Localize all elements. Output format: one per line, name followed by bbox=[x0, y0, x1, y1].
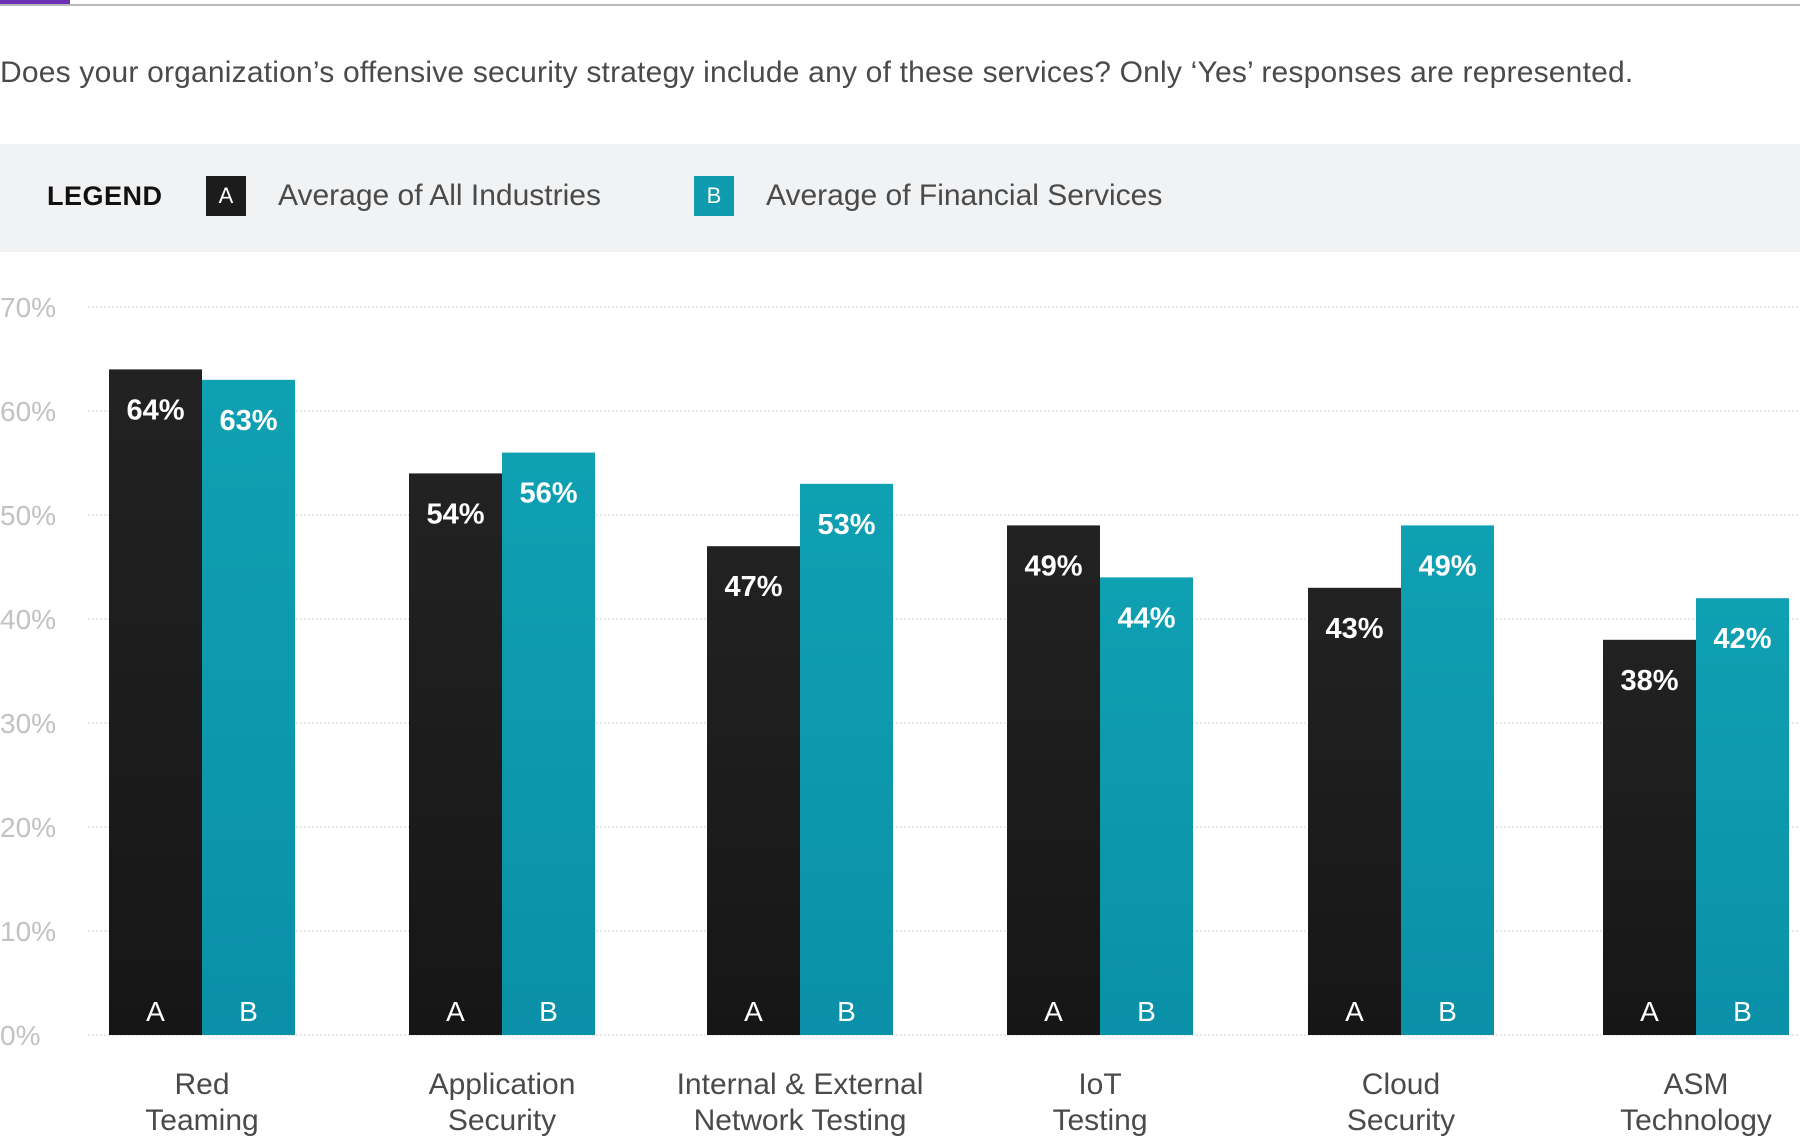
bar-series-letter: A bbox=[146, 996, 165, 1027]
category-label-line: Security bbox=[448, 1104, 556, 1137]
category-label-line: IoT bbox=[1078, 1068, 1121, 1101]
category-label-line: ASM bbox=[1663, 1068, 1728, 1101]
bar-a bbox=[1007, 525, 1100, 1035]
bar-b bbox=[202, 379, 295, 1035]
value-label: 43% bbox=[1325, 613, 1383, 645]
value-label: 64% bbox=[126, 394, 184, 426]
category-label-line: Network Testing bbox=[694, 1104, 907, 1137]
category-label-line: Internal & External bbox=[677, 1068, 924, 1101]
top-divider bbox=[0, 4, 1800, 6]
y-tick-label: 50% bbox=[0, 500, 56, 531]
legend-title: LEGEND bbox=[47, 181, 163, 211]
bar-series-letter: B bbox=[837, 996, 856, 1027]
category-label-line: Cloud bbox=[1362, 1068, 1440, 1101]
bar-series-letter: A bbox=[1345, 996, 1364, 1027]
bar-a bbox=[707, 546, 800, 1035]
legend-label-b: Average of Financial Services bbox=[766, 179, 1163, 212]
y-tick-label: 20% bbox=[0, 812, 56, 843]
bar-chart: 0% 10% 20% 30% 40% 50% 60% 70% 64% A 63% B Red Teami… bbox=[0, 292, 1800, 1137]
legend-swatch-a: A bbox=[206, 176, 246, 216]
top-accent-bar bbox=[0, 0, 70, 6]
legend-panel: LEGEND A Average of All Industries B Ave… bbox=[0, 144, 1800, 252]
y-tick-label: 10% bbox=[0, 916, 56, 947]
bar-b bbox=[1401, 525, 1494, 1035]
value-label: 56% bbox=[519, 478, 577, 510]
bar-a bbox=[409, 473, 502, 1035]
y-tick-label: 60% bbox=[0, 396, 56, 427]
bar-series-letter: A bbox=[1640, 996, 1659, 1027]
y-tick-label: 40% bbox=[0, 604, 56, 635]
bar-series-letter: B bbox=[1137, 996, 1156, 1027]
bar-series-letter: B bbox=[239, 996, 258, 1027]
category-label: Internal & External Network Testing bbox=[677, 1068, 924, 1137]
y-tick-label: 70% bbox=[0, 292, 56, 323]
bar-series-letter: A bbox=[1044, 996, 1063, 1027]
y-tick-label: 0% bbox=[0, 1020, 40, 1051]
category-label-line: Security bbox=[1347, 1104, 1455, 1137]
value-label: 49% bbox=[1418, 550, 1476, 582]
bar-b bbox=[502, 452, 595, 1036]
bar-series-letter: A bbox=[744, 996, 763, 1027]
value-label: 54% bbox=[426, 498, 484, 530]
value-label: 53% bbox=[817, 509, 875, 541]
survey-question: Does your organization’s offensive secur… bbox=[0, 56, 1634, 89]
value-label: 42% bbox=[1713, 623, 1771, 655]
category-label-line: Technology bbox=[1620, 1104, 1772, 1137]
category-label: IoT Testing bbox=[1052, 1068, 1147, 1137]
category-label-line: Teaming bbox=[145, 1104, 258, 1137]
category-label-line: Red bbox=[174, 1068, 229, 1101]
bar-layer bbox=[109, 369, 1789, 1036]
bar-a bbox=[109, 369, 202, 1035]
category-label: ASM Technology bbox=[1620, 1068, 1772, 1137]
bar-a bbox=[1603, 639, 1696, 1035]
category-label-line: Testing bbox=[1052, 1104, 1147, 1137]
bar-b bbox=[1100, 577, 1193, 1035]
value-label: 38% bbox=[1620, 665, 1678, 697]
legend-label-a: Average of All Industries bbox=[278, 179, 601, 212]
bar-series-letter: B bbox=[539, 996, 558, 1027]
bar-series-letter: B bbox=[1733, 996, 1752, 1027]
category-label-line: Application bbox=[429, 1068, 576, 1101]
bar-a bbox=[1308, 587, 1401, 1035]
bar-series-letter: B bbox=[1438, 996, 1457, 1027]
category-label: Application Security bbox=[429, 1068, 576, 1137]
bar-series-letter: A bbox=[446, 996, 465, 1027]
grid-layer: 0% 10% 20% 30% 40% 50% 60% 70% bbox=[0, 292, 1800, 1051]
value-label: 44% bbox=[1117, 602, 1175, 634]
bar-b bbox=[800, 483, 893, 1035]
category-label: Red Teaming bbox=[145, 1068, 258, 1137]
legend-swatch-b: B bbox=[694, 176, 734, 216]
value-label: 63% bbox=[219, 405, 277, 437]
y-tick-label: 30% bbox=[0, 708, 56, 739]
value-label: 49% bbox=[1024, 550, 1082, 582]
category-label: Cloud Security bbox=[1347, 1068, 1455, 1137]
value-label: 47% bbox=[724, 571, 782, 603]
bar-b bbox=[1696, 598, 1789, 1035]
